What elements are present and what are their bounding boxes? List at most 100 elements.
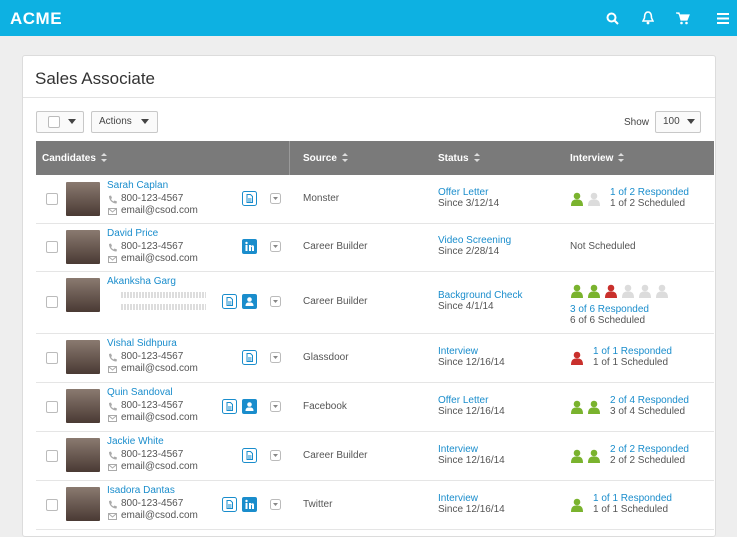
actions-label: Actions [99, 116, 132, 127]
page-size-value: 100 [663, 116, 680, 127]
interview-text[interactable]: 3 of 6 Responded [570, 304, 649, 315]
email-icon [108, 415, 118, 423]
actions-button[interactable]: Actions [91, 111, 158, 133]
candidate-name[interactable]: Jackie White [107, 436, 164, 447]
sort-icon [342, 153, 348, 162]
phone-icon [108, 500, 118, 510]
email-icon [108, 256, 118, 264]
email-icon [108, 366, 118, 374]
row-checkbox[interactable] [46, 400, 58, 413]
email: email@csod.com [121, 205, 198, 216]
table-header [36, 141, 714, 175]
row-menu[interactable] [270, 400, 281, 412]
status-since: Since 12/16/14 [438, 356, 505, 368]
avatar [66, 278, 100, 312]
avatar [66, 389, 100, 423]
row-checkbox[interactable] [46, 193, 58, 205]
status-since: Since 4/1/14 [438, 301, 494, 312]
email-icon [108, 208, 118, 216]
candidate-name[interactable]: Isadora Dantas [107, 485, 175, 496]
interview-text[interactable]: 1 of 1 Responded [593, 345, 672, 357]
row-checkbox[interactable] [46, 296, 58, 308]
candidate-name[interactable]: Vishal Sidhpura [107, 338, 177, 349]
page-size-select[interactable]: 100 [655, 111, 701, 133]
email-icon [108, 464, 118, 472]
interview-text[interactable]: 1 of 2 Responded [610, 187, 689, 198]
row-checkbox[interactable] [46, 449, 58, 462]
sort-icon [101, 153, 107, 162]
logo[interactable]: ACME [10, 9, 63, 28]
column-divider [289, 141, 290, 175]
interview-text[interactable]: 2 of 2 Responded [610, 443, 689, 455]
email-redacted [121, 304, 206, 310]
doc-badge[interactable] [242, 349, 257, 365]
select-all-button[interactable] [36, 111, 84, 133]
doc-badge[interactable] [222, 496, 237, 512]
column-header[interactable]: Candidates [42, 153, 96, 164]
phone: 800-123-4567 [121, 193, 184, 204]
email-icon [108, 513, 118, 521]
person-badge[interactable] [242, 294, 257, 309]
email: email@csod.com [121, 363, 198, 374]
interview-text: 1 of 2 Scheduled [610, 198, 686, 209]
cart-icon[interactable] [676, 12, 690, 25]
status[interactable]: Offer Letter [438, 394, 489, 406]
checkbox[interactable] [48, 116, 60, 128]
row-menu[interactable] [270, 296, 281, 307]
phone: 800-123-4567 [121, 241, 184, 252]
phone: 800-123-4567 [121, 400, 184, 411]
doc-badge[interactable] [222, 294, 237, 309]
phone-icon [108, 243, 118, 253]
doc-badge[interactable] [222, 398, 237, 414]
email: email@csod.com [121, 510, 198, 521]
caret [141, 119, 149, 124]
candidate-name[interactable]: Quin Sandoval [107, 387, 173, 398]
row-menu[interactable] [270, 193, 281, 204]
row-menu[interactable] [270, 498, 281, 510]
email: email@csod.com [121, 461, 198, 472]
search-icon[interactable] [606, 12, 619, 25]
interview-person [571, 449, 583, 463]
avatar [66, 182, 100, 216]
in-badge[interactable] [242, 239, 257, 254]
row-checkbox[interactable] [46, 498, 58, 511]
sort-icon [474, 153, 480, 162]
in-badge[interactable] [242, 496, 257, 512]
status[interactable]: Background Check [438, 290, 523, 301]
phone: 800-123-4567 [121, 351, 184, 362]
row-divider [36, 431, 714, 432]
avatar [66, 438, 100, 472]
interview-text[interactable]: 1 of 1 Responded [593, 492, 672, 504]
bell-icon[interactable] [642, 11, 654, 25]
row-menu[interactable] [270, 351, 281, 363]
source: Twitter [303, 498, 333, 510]
column-header[interactable]: Source [303, 153, 337, 164]
row-checkbox[interactable] [46, 351, 58, 364]
phone-redacted [121, 292, 206, 298]
status[interactable]: Offer Letter [438, 187, 489, 198]
interview-text[interactable]: 2 of 4 Responded [610, 394, 689, 406]
column-header[interactable]: Status [438, 153, 469, 164]
row-menu[interactable] [270, 449, 281, 461]
status[interactable]: Interview [438, 443, 479, 455]
status-since: Since 3/12/14 [438, 198, 500, 209]
phone-icon [108, 451, 118, 461]
candidate-name[interactable]: Akanksha Garg [107, 276, 176, 287]
doc-badge[interactable] [242, 191, 257, 206]
candidate-name[interactable]: David Price [107, 228, 159, 239]
row-checkbox[interactable] [46, 241, 58, 253]
interview-person [588, 192, 600, 206]
doc-badge[interactable] [242, 447, 257, 463]
row-menu[interactable] [270, 241, 281, 252]
phone-icon [108, 402, 118, 412]
column-header[interactable]: Interview [570, 153, 614, 164]
row-divider [36, 333, 714, 334]
status[interactable]: Video Screening [438, 235, 512, 246]
person-badge[interactable] [242, 398, 257, 414]
menu-icon[interactable] [717, 13, 729, 24]
show-label: Show [624, 117, 650, 128]
status[interactable]: Interview [438, 492, 479, 504]
candidate-name[interactable]: Sarah Caplan [107, 180, 169, 191]
status[interactable]: Interview [438, 345, 479, 357]
caret [687, 119, 695, 124]
